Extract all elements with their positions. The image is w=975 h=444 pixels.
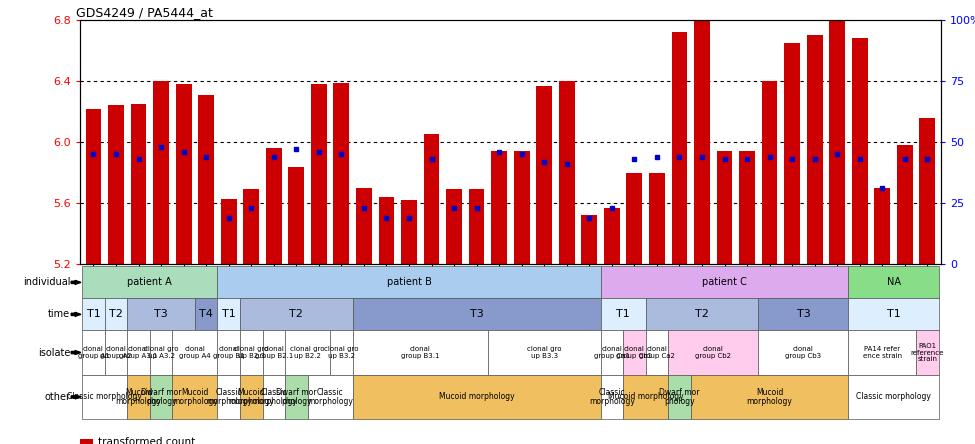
Text: Dwarf mor
phology: Dwarf mor phology (276, 388, 317, 406)
Bar (919, 118, 935, 264)
Bar (649, 173, 665, 264)
Text: T1: T1 (616, 309, 630, 319)
Text: NA: NA (886, 278, 901, 287)
Text: clonal
group Cb2: clonal group Cb2 (695, 346, 731, 359)
Text: clonal
group A1: clonal group A1 (78, 346, 109, 359)
Text: individual: individual (22, 278, 70, 287)
Text: T4: T4 (199, 309, 214, 319)
Bar (108, 106, 124, 264)
Text: T1: T1 (222, 309, 236, 319)
Bar (244, 190, 259, 264)
Text: Dwarf mor
phology: Dwarf mor phology (659, 388, 700, 406)
Text: clonal
group B1: clonal group B1 (213, 346, 245, 359)
Bar (86, 108, 101, 264)
Bar (536, 86, 552, 264)
Bar (131, 104, 146, 264)
Text: clonal gro
up B2.2: clonal gro up B2.2 (291, 346, 325, 359)
Text: clonal
group Ca1: clonal group Ca1 (594, 346, 630, 359)
Bar (266, 148, 282, 264)
Text: time: time (48, 309, 70, 319)
Bar (378, 197, 394, 264)
Bar (491, 151, 507, 264)
Bar (806, 35, 823, 264)
Bar (333, 83, 349, 264)
Text: Classic morphology: Classic morphology (856, 392, 931, 401)
Bar (761, 81, 777, 264)
Text: clonal
group B3.1: clonal group B3.1 (401, 346, 440, 359)
Text: T2: T2 (109, 309, 123, 319)
Text: Mucoid
morphology: Mucoid morphology (116, 388, 162, 406)
Text: transformed count: transformed count (98, 436, 195, 444)
Text: Classic morphology: Classic morphology (67, 392, 142, 401)
Bar (514, 151, 529, 264)
Text: clonal
group A3.1: clonal group A3.1 (119, 346, 158, 359)
Text: T1: T1 (87, 309, 100, 319)
Bar (627, 173, 643, 264)
Bar (447, 190, 462, 264)
Text: clonal
group Cb3: clonal group Cb3 (785, 346, 822, 359)
Text: clonal
group Cb1: clonal group Cb1 (616, 346, 652, 359)
Bar (559, 81, 574, 264)
Text: T2: T2 (290, 309, 303, 319)
Text: clonal gro
up B3.3: clonal gro up B3.3 (526, 346, 562, 359)
Bar (469, 190, 485, 264)
Text: Mucoid
morphology: Mucoid morphology (747, 388, 793, 406)
Text: Classic
morphology: Classic morphology (251, 388, 296, 406)
Text: T3: T3 (154, 309, 168, 319)
Bar (311, 84, 327, 264)
Bar (784, 43, 800, 264)
Text: T1: T1 (886, 309, 901, 319)
Text: clonal gro
up A3.2: clonal gro up A3.2 (144, 346, 178, 359)
Text: patient B: patient B (386, 278, 431, 287)
Bar (830, 20, 845, 264)
Bar (356, 188, 371, 264)
Bar (694, 20, 710, 264)
Bar (717, 151, 732, 264)
Text: PA14 refer
ence strain: PA14 refer ence strain (863, 346, 902, 359)
Text: PAO1
reference
strain: PAO1 reference strain (911, 343, 944, 362)
Text: clonal
group A2: clonal group A2 (100, 346, 132, 359)
Text: clonal
group Ca2: clonal group Ca2 (639, 346, 675, 359)
Text: other: other (44, 392, 70, 402)
Bar (220, 198, 237, 264)
Text: Mucoid morphology: Mucoid morphology (439, 392, 515, 401)
Text: clonal gro
up B3.2: clonal gro up B3.2 (324, 346, 359, 359)
Bar (424, 135, 440, 264)
Bar (875, 188, 890, 264)
Text: patient C: patient C (702, 278, 747, 287)
Bar (604, 208, 620, 264)
Text: Classic
morphology: Classic morphology (307, 388, 353, 406)
Text: clonal
group A4: clonal group A4 (179, 346, 211, 359)
Text: T3: T3 (797, 309, 810, 319)
Text: Dwarf mor
phology: Dwarf mor phology (140, 388, 181, 406)
Bar (672, 32, 687, 264)
Bar (897, 145, 913, 264)
Text: GDS4249 / PA5444_at: GDS4249 / PA5444_at (76, 6, 213, 19)
Bar (581, 215, 597, 264)
Text: Mucoid
morphology: Mucoid morphology (228, 388, 274, 406)
Text: patient A: patient A (128, 278, 173, 287)
Text: clonal
group B2.1: clonal group B2.1 (254, 346, 292, 359)
Text: Classic
morphology: Classic morphology (589, 388, 635, 406)
Bar (176, 84, 191, 264)
Text: T2: T2 (695, 309, 709, 319)
Bar (401, 200, 417, 264)
Text: isolate: isolate (38, 348, 70, 357)
Bar (852, 38, 868, 264)
Bar (739, 151, 755, 264)
Bar (289, 166, 304, 264)
Text: Classic
morphology: Classic morphology (206, 388, 252, 406)
Bar (198, 95, 214, 264)
Bar (153, 81, 169, 264)
Text: Mucoid morphology: Mucoid morphology (607, 392, 683, 401)
Text: T3: T3 (470, 309, 484, 319)
Text: clonal gro
up B2.3: clonal gro up B2.3 (234, 346, 268, 359)
Text: Mucoid
morphology: Mucoid morphology (172, 388, 217, 406)
